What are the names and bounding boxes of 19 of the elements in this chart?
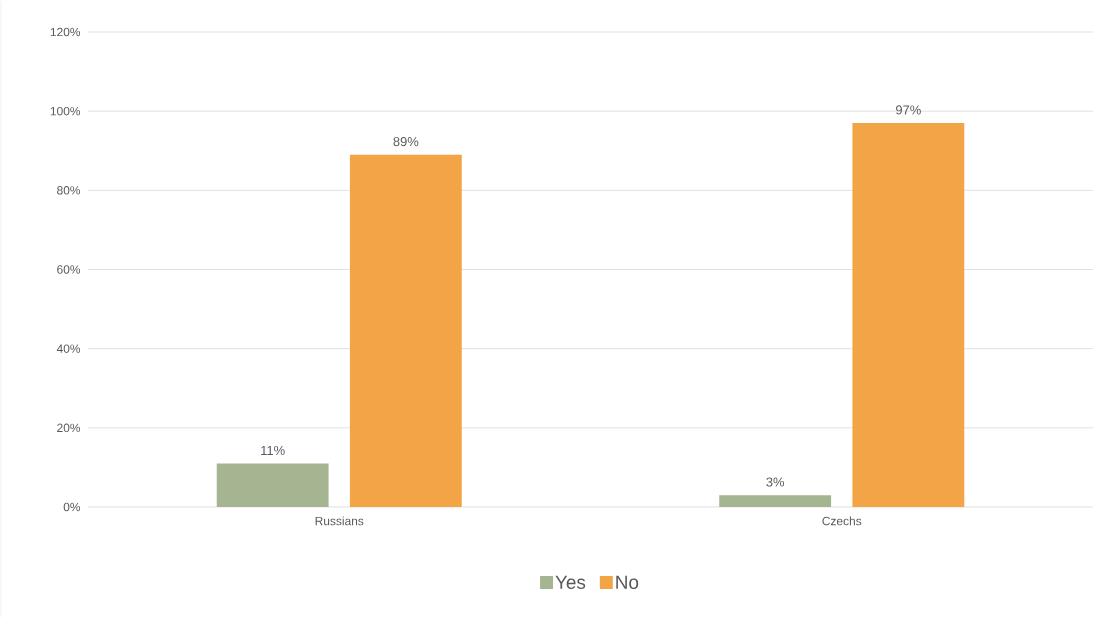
legend-label: No: [616, 575, 639, 589]
y-tick-label: 40%: [56, 344, 81, 353]
data-label: 11%: [261, 445, 285, 455]
bar: [852, 123, 965, 507]
y-tick-label: 20%: [57, 423, 81, 433]
y-tick-label: 0%: [63, 502, 81, 512]
x-tick-label: Czechs: [822, 516, 862, 526]
bar: [719, 495, 832, 507]
data-label: 97%: [895, 105, 921, 115]
y-tick-label: 80%: [57, 186, 81, 195]
bar: [216, 463, 329, 507]
y-tick-label: 60%: [57, 265, 81, 274]
y-tick-label: 100%: [50, 106, 81, 116]
data-label: 3%: [766, 477, 785, 487]
x-tick-label: Russians: [315, 516, 364, 526]
bar: [349, 154, 462, 507]
y-tick-label: 120%: [50, 27, 81, 37]
legend-label: Yes: [555, 575, 586, 589]
data-label: 89%: [393, 137, 419, 147]
